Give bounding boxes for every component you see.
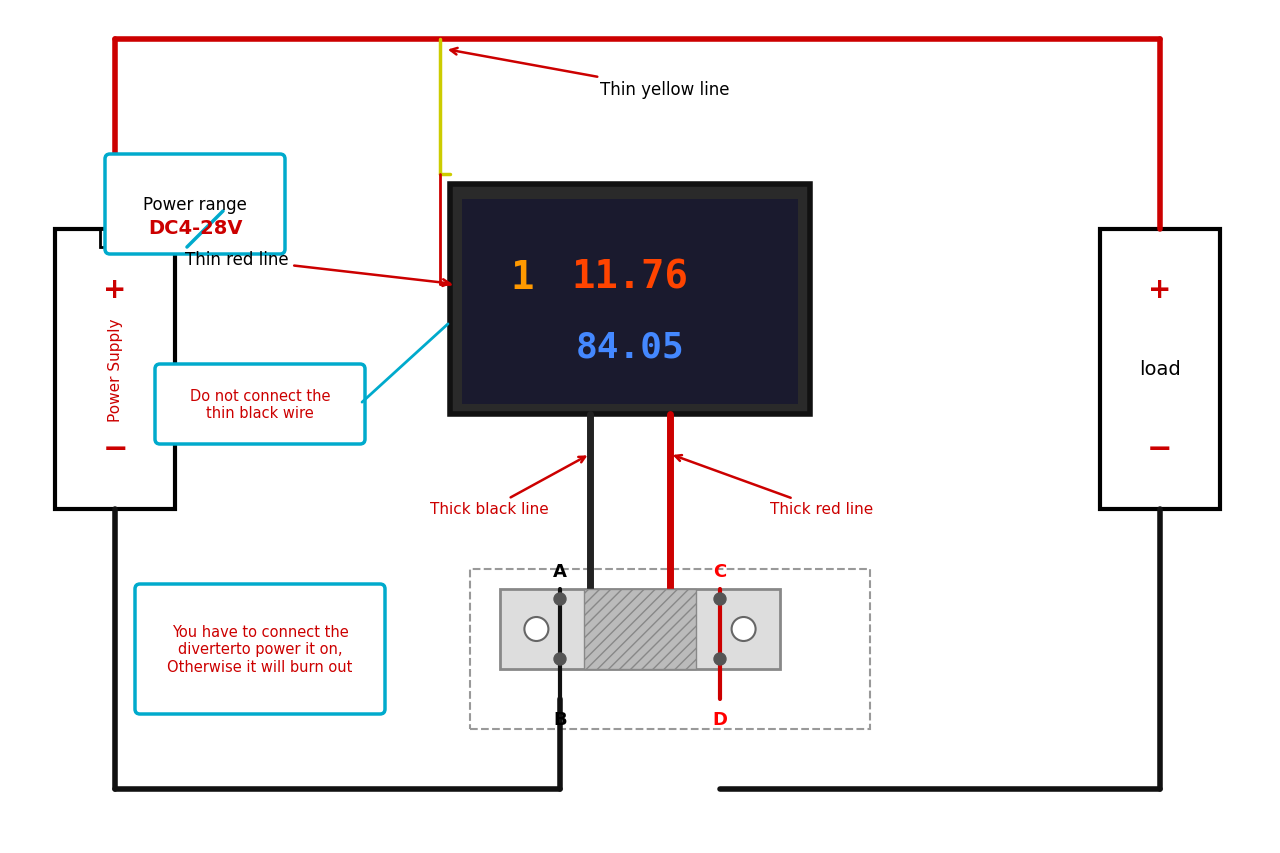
FancyBboxPatch shape [462,200,797,404]
Text: A: A [553,562,567,580]
FancyBboxPatch shape [451,185,810,415]
Text: B: B [553,711,567,728]
Text: 84.05: 84.05 [576,330,685,364]
FancyBboxPatch shape [155,364,365,444]
Text: −: − [102,435,128,464]
FancyBboxPatch shape [55,229,175,509]
FancyBboxPatch shape [500,589,780,670]
FancyBboxPatch shape [100,229,131,247]
Text: Do not connect the
thin black wire: Do not connect the thin black wire [189,388,330,421]
Text: 11.76: 11.76 [572,258,689,297]
Text: Thick black line: Thick black line [430,457,585,517]
Text: DC4-28V: DC4-28V [147,218,242,237]
Text: C: C [713,562,727,580]
Text: You have to connect the
diverterto power it on,
Otherwise it will burn out: You have to connect the diverterto power… [168,624,353,674]
Text: −: − [1147,435,1172,464]
Text: Thin yellow line: Thin yellow line [451,49,730,99]
Text: +: + [1148,276,1171,304]
Circle shape [714,594,726,606]
Text: Thin red line: Thin red line [186,251,449,287]
Circle shape [554,653,566,665]
Text: load: load [1139,360,1181,379]
Text: 1: 1 [511,258,534,297]
Circle shape [714,653,726,665]
FancyBboxPatch shape [134,584,385,714]
Text: Thick red line: Thick red line [676,456,873,517]
Text: Power Supply: Power Supply [108,318,123,421]
Circle shape [554,594,566,606]
FancyBboxPatch shape [105,154,285,255]
Circle shape [525,618,548,641]
Text: Power range: Power range [143,196,247,214]
FancyBboxPatch shape [584,589,696,670]
Text: +: + [104,276,127,304]
Circle shape [732,618,755,641]
FancyBboxPatch shape [1100,229,1220,509]
Text: D: D [713,711,727,728]
